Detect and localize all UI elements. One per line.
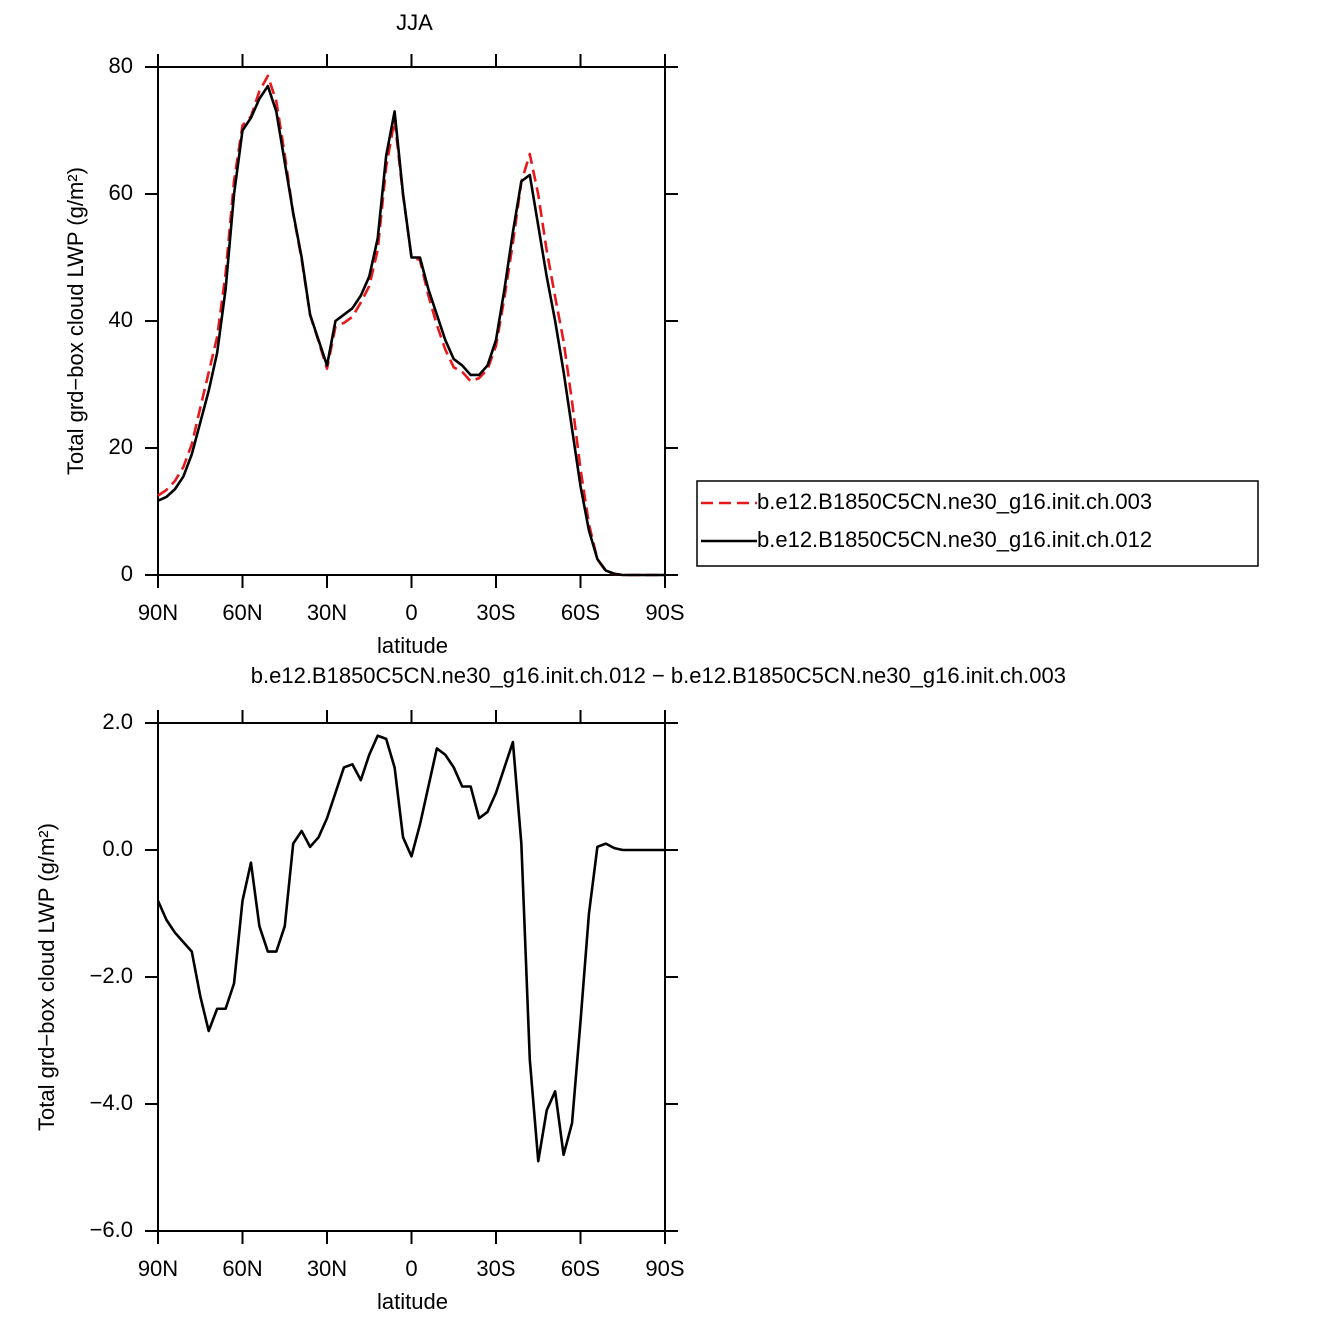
y-tick-label: 0 — [121, 561, 133, 586]
data-line — [157, 74, 665, 577]
legend-label: b.e12.B1850C5CN.ne30_g16.init.ch.012 — [757, 527, 1152, 552]
y-axis-label: Total grd−box cloud LWP (g/m²) — [63, 167, 88, 475]
x-tick-label: 90S — [645, 1256, 684, 1281]
x-tick-label: 30S — [476, 1256, 515, 1281]
x-tick-label: 30N — [307, 1256, 347, 1281]
y-tick-label: 80 — [109, 53, 133, 78]
chart-title: JJA — [396, 10, 433, 35]
x-tick-label: 0 — [405, 1256, 417, 1281]
legend-label: b.e12.B1850C5CN.ne30_g16.init.ch.003 — [757, 489, 1152, 514]
x-tick-label: 90N — [138, 600, 178, 625]
x-tick-label: 60S — [561, 600, 600, 625]
legend-box — [696, 480, 1259, 567]
x-tick-label: 30S — [476, 600, 515, 625]
x-tick-label: 60S — [561, 1256, 600, 1281]
y-tick-label: −6.0 — [90, 1217, 133, 1242]
data-line — [157, 84, 665, 577]
y-tick-label: −2.0 — [90, 963, 133, 988]
y-tick-label: 2.0 — [102, 709, 133, 734]
x-tick-label: 30N — [307, 600, 347, 625]
y-tick-label: 20 — [109, 434, 133, 459]
chart-title: b.e12.B1850C5CN.ne30_g16.init.ch.012 − b… — [251, 663, 1066, 688]
x-tick-label: 90S — [645, 600, 684, 625]
x-tick-label: 90N — [138, 1256, 178, 1281]
plot-frame — [157, 722, 666, 1232]
y-tick-label: −4.0 — [90, 1090, 133, 1115]
plot-frame — [157, 66, 666, 576]
y-axis-label: Total grd−box cloud LWP (g/m²) — [34, 823, 59, 1131]
y-tick-label: 0.0 — [102, 836, 133, 861]
x-tick-label: 0 — [405, 600, 417, 625]
data-line — [156, 734, 665, 1163]
x-axis-label: latitude — [377, 633, 448, 658]
x-tick-label: 60N — [222, 600, 262, 625]
y-tick-label: 40 — [109, 307, 133, 332]
x-axis-label: latitude — [377, 1289, 448, 1314]
y-tick-label: 60 — [109, 180, 133, 205]
x-tick-label: 60N — [222, 1256, 262, 1281]
